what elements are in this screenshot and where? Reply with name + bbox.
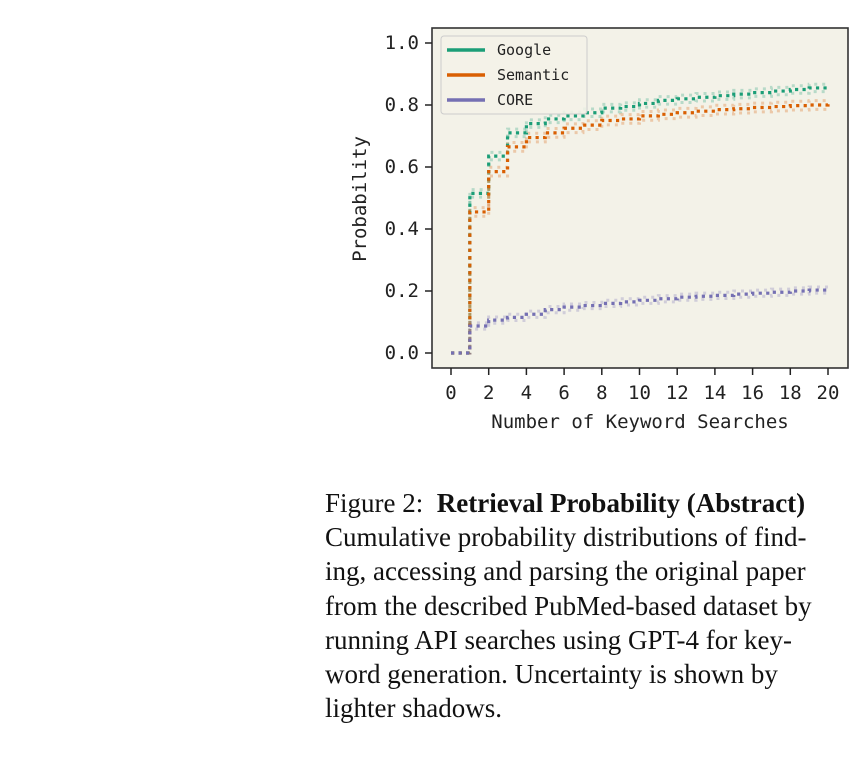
x-tick-label: 16 (741, 382, 764, 404)
uncertainty-bands (451, 82, 830, 355)
y-tick-label: 0.6 (385, 156, 419, 178)
legend-label-core: CORE (497, 91, 533, 109)
uncertainty-band-semantic (451, 99, 830, 355)
x-tick-label: 2 (483, 382, 494, 404)
uncertainty-band-google (451, 90, 830, 355)
uncertainty-band-core (451, 291, 830, 355)
y-tick-label: 1.0 (385, 32, 419, 54)
x-tick-label: 8 (596, 382, 607, 404)
figure-title: Retrieval Probability (Abstract) (436, 488, 806, 518)
caption-line-1: Cumulative probability distributions of … (325, 522, 807, 553)
y-tick-label: 0.4 (385, 218, 419, 240)
caption-line-6: lighter shadows. (325, 693, 502, 724)
x-tick-label: 14 (703, 382, 726, 404)
uncertainty-band-core (451, 285, 830, 355)
x-axis-ticks: 0 2 4 6 8 10 12 14 16 18 20 (445, 368, 839, 404)
y-tick-label: 0.2 (385, 280, 419, 302)
x-tick-label: 18 (779, 382, 802, 404)
caption-line-4: running API searches using GPT-4 for key… (325, 624, 792, 655)
caption-line-2: ing, accessing and parsing the original … (325, 556, 806, 587)
figure-caption: Figure 2: Retrieval Probability (Abstrac… (325, 486, 864, 725)
caption-line-5: word generation. Uncertainty is shown by (325, 659, 778, 690)
legend-label-google: Google (497, 41, 551, 59)
x-axis-label: Number of Keyword Searches (491, 411, 788, 433)
caption-line-3: from the described PubMed-based dataset … (325, 590, 812, 621)
uncertainty-band-google (451, 82, 830, 355)
caption-line-0: Figure 2: Retrieval Probability (Abstrac… (325, 486, 864, 520)
series-line-core (451, 288, 830, 355)
x-tick-label: 20 (817, 382, 840, 404)
figure-label: Figure 2: (325, 488, 424, 518)
legend-label-semantic: Semantic (497, 66, 569, 84)
y-axis-label: Probability (349, 136, 371, 262)
uncertainty-band-semantic (451, 107, 830, 355)
legend-box (440, 35, 588, 115)
x-tick-label: 12 (666, 382, 689, 404)
y-tick-label: 0.0 (385, 342, 419, 364)
chart: 0 2 4 6 8 10 12 14 16 18 20 0.0 0.2 0.4 0.6 0.8 1.0 Num… (349, 27, 849, 433)
x-tick-label: 0 (445, 382, 456, 404)
x-tick-label: 4 (521, 382, 532, 404)
data-series (451, 86, 830, 355)
x-tick-label: 10 (628, 382, 651, 404)
series-line-google (451, 86, 830, 355)
x-tick-label: 6 (558, 382, 569, 404)
legend: Google Semantic CORE (440, 35, 588, 115)
y-tick-label: 0.8 (385, 94, 419, 116)
y-axis-ticks: 0.0 0.2 0.4 0.6 0.8 1.0 (385, 32, 432, 364)
